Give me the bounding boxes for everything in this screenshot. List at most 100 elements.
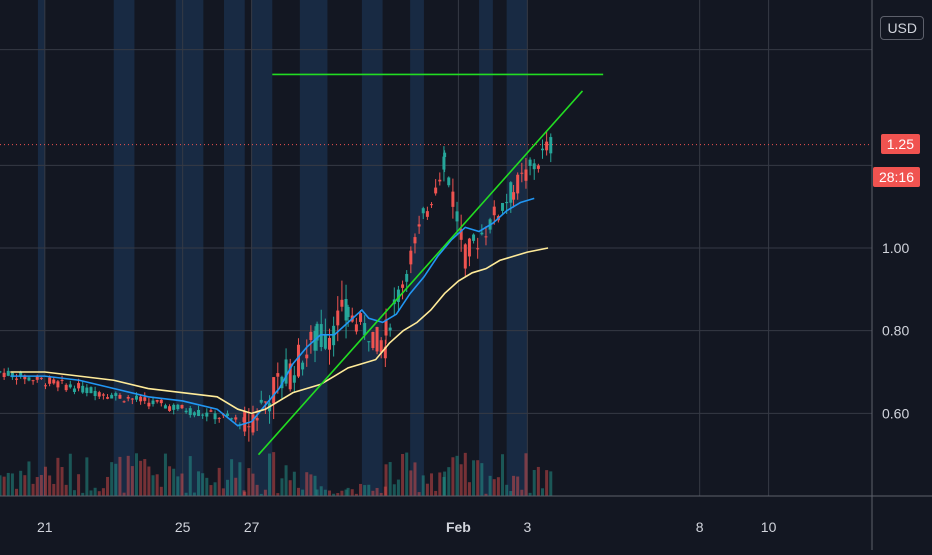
candle-body-93 (375, 327, 379, 352)
volume-bar-58 (238, 462, 242, 496)
volume-bar-39 (159, 486, 163, 496)
volume-bar-124 (496, 477, 500, 496)
candle-body-118 (472, 234, 476, 241)
volume-bar-81 (327, 490, 331, 496)
volume-bar-55 (225, 479, 229, 496)
volume-bar-87 (350, 489, 354, 496)
volume-bar-76 (309, 474, 313, 496)
candle-body-113 (451, 191, 455, 207)
volume-bar-106 (425, 483, 429, 496)
candle-body-136 (545, 141, 549, 151)
volume-bar-61 (247, 468, 251, 496)
volume-bar-111 (443, 471, 447, 496)
candle-body-132 (528, 159, 532, 166)
volume-bar-108 (434, 490, 438, 496)
candle-body-105 (421, 208, 425, 214)
volume-bar-46 (188, 456, 192, 496)
candle-body-43 (176, 404, 180, 410)
volume-bar-31 (126, 455, 130, 496)
candle-body-110 (442, 156, 446, 170)
volume-bar-30 (122, 492, 126, 496)
x-tick-label-0: 21 (37, 519, 53, 535)
candle-body-86 (346, 306, 350, 318)
volume-bar-90 (363, 485, 367, 496)
candle-body-35 (143, 397, 147, 401)
volume-bar-11 (43, 466, 47, 496)
volume-bar-38 (155, 474, 159, 496)
volume-bar-105 (421, 475, 425, 496)
candle-body-1 (2, 372, 6, 378)
x-tick-label-5: 8 (696, 519, 704, 535)
candle-body-37 (151, 400, 155, 405)
candle-body-89 (359, 313, 363, 322)
candle-body-19 (77, 383, 81, 389)
volume-bar-136 (545, 470, 549, 496)
candle-body-135 (541, 148, 545, 151)
candle-body-112 (447, 177, 451, 186)
volume-bar-95 (383, 486, 387, 496)
volume-bar-112 (447, 467, 451, 496)
candle-body-21 (85, 387, 89, 394)
volume-bar-137 (549, 471, 553, 496)
currency-button[interactable]: USD (880, 16, 924, 40)
candle-body-38 (155, 400, 159, 402)
candle-body-103 (413, 237, 417, 244)
volume-bar-91 (367, 484, 371, 496)
candle-body-12 (48, 377, 52, 384)
volume-bar-17 (68, 453, 72, 496)
candle-body-75 (305, 354, 309, 359)
volume-bar-33 (134, 453, 138, 496)
volume-bar-132 (528, 492, 532, 496)
candle-body-125 (501, 202, 505, 211)
volume-bar-98 (392, 484, 396, 496)
candle-body-120 (480, 232, 484, 235)
volume-bar-89 (359, 483, 363, 496)
candle-body-45 (184, 410, 188, 413)
candle-body-97 (388, 327, 392, 331)
candle-body-25 (101, 394, 105, 396)
candle-body-34 (139, 396, 143, 402)
candle-body-119 (476, 248, 480, 250)
volume-bar-120 (480, 463, 484, 496)
volume-bar-101 (405, 452, 409, 496)
y-tick-label-2: 1.00 (882, 240, 909, 256)
candle-body-40 (163, 405, 167, 409)
volume-bar-49 (201, 473, 205, 496)
last-price-tag: 1.25 (880, 133, 920, 154)
candle-body-3 (10, 372, 14, 378)
volume-bar-3 (10, 473, 14, 496)
volume-bar-134 (536, 466, 540, 496)
volume-bar-123 (492, 479, 496, 496)
volume-bar-70 (284, 465, 288, 496)
candle-body-14 (56, 381, 60, 388)
candle-body-16 (64, 384, 68, 391)
candle-body-91 (367, 341, 371, 343)
candle-body-26 (106, 397, 110, 399)
trendline-1 (257, 90, 584, 456)
candle-body-41 (168, 406, 172, 411)
volume-bar-54 (221, 488, 225, 496)
volume-bar-29 (118, 456, 122, 496)
candle-body-92 (371, 331, 375, 348)
candle-body-18 (72, 388, 76, 392)
candle-body-13 (52, 379, 56, 384)
candle-body-108 (434, 187, 438, 194)
candle-body-81 (327, 337, 331, 350)
candle-body-57 (234, 417, 238, 420)
volume-bar-103 (413, 462, 417, 496)
volume-bar-35 (143, 459, 147, 496)
volume-bar-16 (64, 484, 68, 496)
candle-body-10 (39, 377, 43, 379)
volume-bar-68 (276, 493, 280, 496)
volume-bar-12 (48, 475, 52, 496)
moving-average-1 (10, 247, 549, 415)
volume-bar-48 (197, 471, 201, 496)
volume-bar-66 (268, 453, 272, 496)
candle-body-63 (255, 417, 259, 421)
volume-bar-40 (163, 453, 167, 496)
candle-body-137 (549, 137, 553, 154)
volume-bar-73 (296, 487, 300, 496)
volume-bar-28 (114, 463, 118, 496)
